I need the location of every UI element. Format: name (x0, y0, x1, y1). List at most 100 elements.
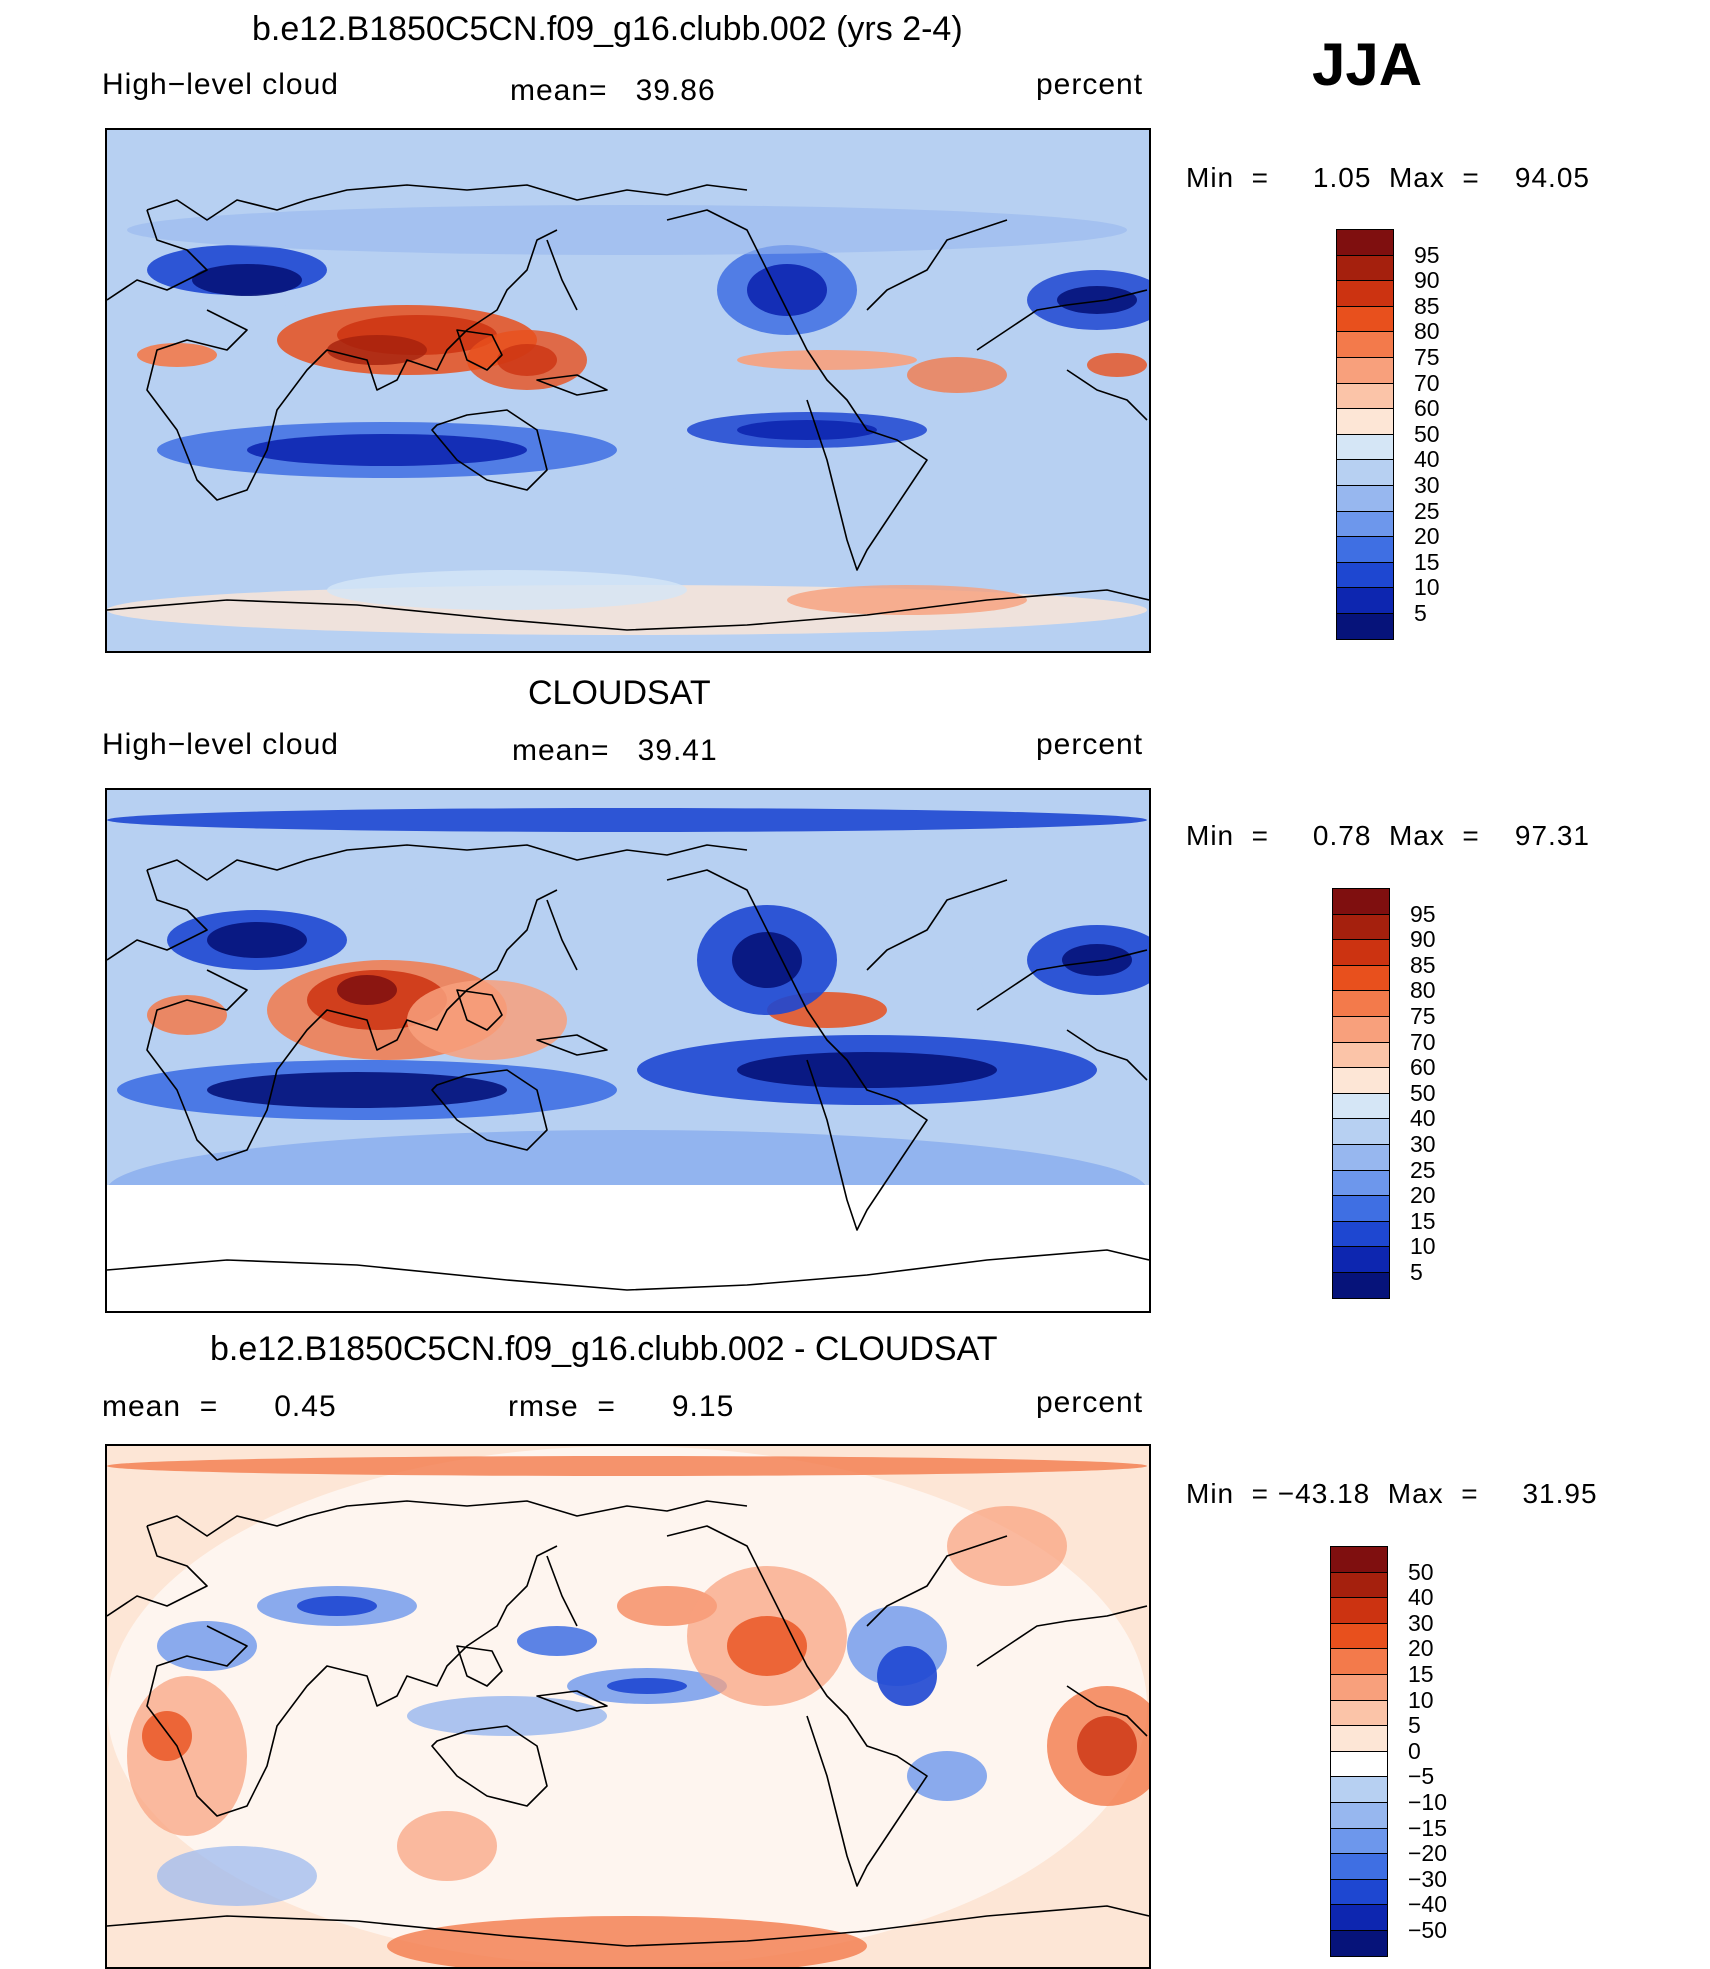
contour-region (497, 344, 557, 376)
contour-region (387, 1916, 867, 1967)
contour-region (247, 434, 527, 466)
colorbar-label: −40 (1408, 1891, 1448, 1918)
colorbar-label: 30 (1408, 1609, 1434, 1636)
colorbar-label: 50 (1414, 420, 1440, 447)
coastline (1066, 1029, 1148, 1081)
contour-region (147, 995, 227, 1035)
coastline (107, 1249, 1149, 1291)
colorbar-swatch (1330, 1546, 1388, 1574)
panel-1-contour-field (107, 205, 1149, 635)
colorbar-swatch (1336, 459, 1394, 487)
coastline (431, 1725, 548, 1807)
coastline (976, 289, 1148, 351)
colorbar-label: 30 (1414, 472, 1440, 498)
coastline (536, 1690, 608, 1712)
colorbar-label: 10 (1408, 1686, 1434, 1713)
colorbar-label: 95 (1414, 241, 1440, 268)
colorbar-label: 75 (1414, 344, 1440, 370)
colorbar-swatch (1336, 408, 1394, 436)
contour-region (1077, 1716, 1137, 1776)
panel-2-variable-label: High−level cloud (102, 728, 339, 761)
coastline (146, 229, 558, 501)
contour-region (107, 808, 1147, 832)
panel-2-map (105, 788, 1151, 1313)
colorbar-swatch (1336, 510, 1394, 538)
colorbar-swatch (1330, 1878, 1388, 1906)
colorbar-swatch (1336, 229, 1394, 257)
colorbar-label: 5 (1408, 1712, 1421, 1739)
contour-region (1087, 353, 1147, 377)
coastline (1066, 369, 1148, 421)
colorbar-swatch (1332, 1246, 1390, 1274)
colorbar-label: 30 (1410, 1131, 1436, 1157)
colorbar-swatch (1330, 1776, 1388, 1804)
colorbar-swatch (1332, 888, 1390, 916)
contour-region (1057, 286, 1137, 314)
panel-1-map-svg (107, 130, 1149, 651)
panel-2-title: CLOUDSAT (528, 674, 711, 712)
colorbar-label: 20 (1414, 523, 1440, 550)
coastline (456, 1645, 503, 1687)
panel-1-mean: mean= 39.86 (510, 74, 716, 107)
contour-region (207, 1072, 507, 1108)
contour-region (907, 357, 1007, 393)
panel-2-coastlines (107, 844, 1149, 1291)
panel-1-variable-label: High−level cloud (102, 68, 339, 101)
colorbar-label: 25 (1410, 1156, 1436, 1183)
panel-3-minmax: Min = −43.18 Max = 31.95 (1186, 1478, 1598, 1509)
contour-region (192, 264, 302, 296)
contour-region (947, 1506, 1067, 1586)
contour-region (127, 205, 1127, 255)
contour-region (327, 335, 427, 365)
colorbar-label: 75 (1410, 1003, 1436, 1029)
colorbar-label: 50 (1410, 1079, 1436, 1106)
colorbar-swatch (1330, 1750, 1388, 1778)
contour-region (137, 343, 217, 367)
coastline (107, 869, 208, 961)
colorbar-label: 10 (1410, 1233, 1436, 1260)
coastline (866, 219, 1008, 311)
colorbar-swatch (1332, 1220, 1390, 1248)
panel-3-rmse: rmse = 9.15 (508, 1390, 735, 1423)
contour-region (337, 975, 397, 1005)
colorbar-swatch (1330, 1930, 1388, 1958)
contour-region (727, 1616, 807, 1676)
panel-1-colorbar: 95 90 85 80 75 70 60 50 40 30 25 20 15 10 5 (1336, 229, 1476, 641)
colorbar-swatch (1332, 1144, 1390, 1172)
panel-3-map-svg (107, 1446, 1149, 1967)
colorbar-swatch (1330, 1853, 1388, 1881)
contour-region (607, 1678, 687, 1694)
coastline (666, 1525, 928, 1887)
colorbar-label: −50 (1408, 1917, 1448, 1943)
panel-3-colorbar: 50 40 30 20 15 10 5 0 −5 −10 −15 −20 −30 −40 −50 (1330, 1546, 1470, 1958)
colorbar-swatch (1330, 1674, 1388, 1702)
contour-region (737, 1052, 997, 1088)
colorbar-label: 10 (1414, 574, 1440, 601)
colorbar-swatch (1336, 613, 1394, 641)
contour-region (142, 1711, 192, 1761)
colorbar-label: 70 (1414, 369, 1440, 396)
contour-region (732, 932, 802, 988)
colorbar-label: 90 (1410, 926, 1436, 953)
colorbar-swatch (1330, 1597, 1388, 1625)
coastline (107, 1525, 208, 1617)
panel-3-coastlines (107, 1500, 1149, 1947)
colorbar-label: −20 (1408, 1840, 1448, 1867)
colorbar-label: 50 (1408, 1558, 1434, 1585)
colorbar-label: 20 (1410, 1182, 1436, 1209)
colorbar-label: 15 (1410, 1207, 1436, 1234)
season-label: JJA (1312, 31, 1423, 98)
colorbar-label: 5 (1414, 600, 1427, 626)
colorbar-swatch (1332, 1195, 1390, 1223)
colorbar-label: −5 (1408, 1763, 1435, 1790)
colorbar-swatch (1330, 1648, 1388, 1676)
colorbar-label: 95 (1410, 900, 1436, 927)
colorbar-swatch (1336, 254, 1394, 282)
colorbar-swatch (1336, 536, 1394, 564)
panel-1-map (105, 128, 1151, 653)
coastline (866, 879, 1008, 971)
contour-region (1062, 944, 1132, 976)
colorbar-swatch (1336, 561, 1394, 589)
coastline (146, 1500, 748, 1537)
contour-region (787, 585, 1027, 615)
